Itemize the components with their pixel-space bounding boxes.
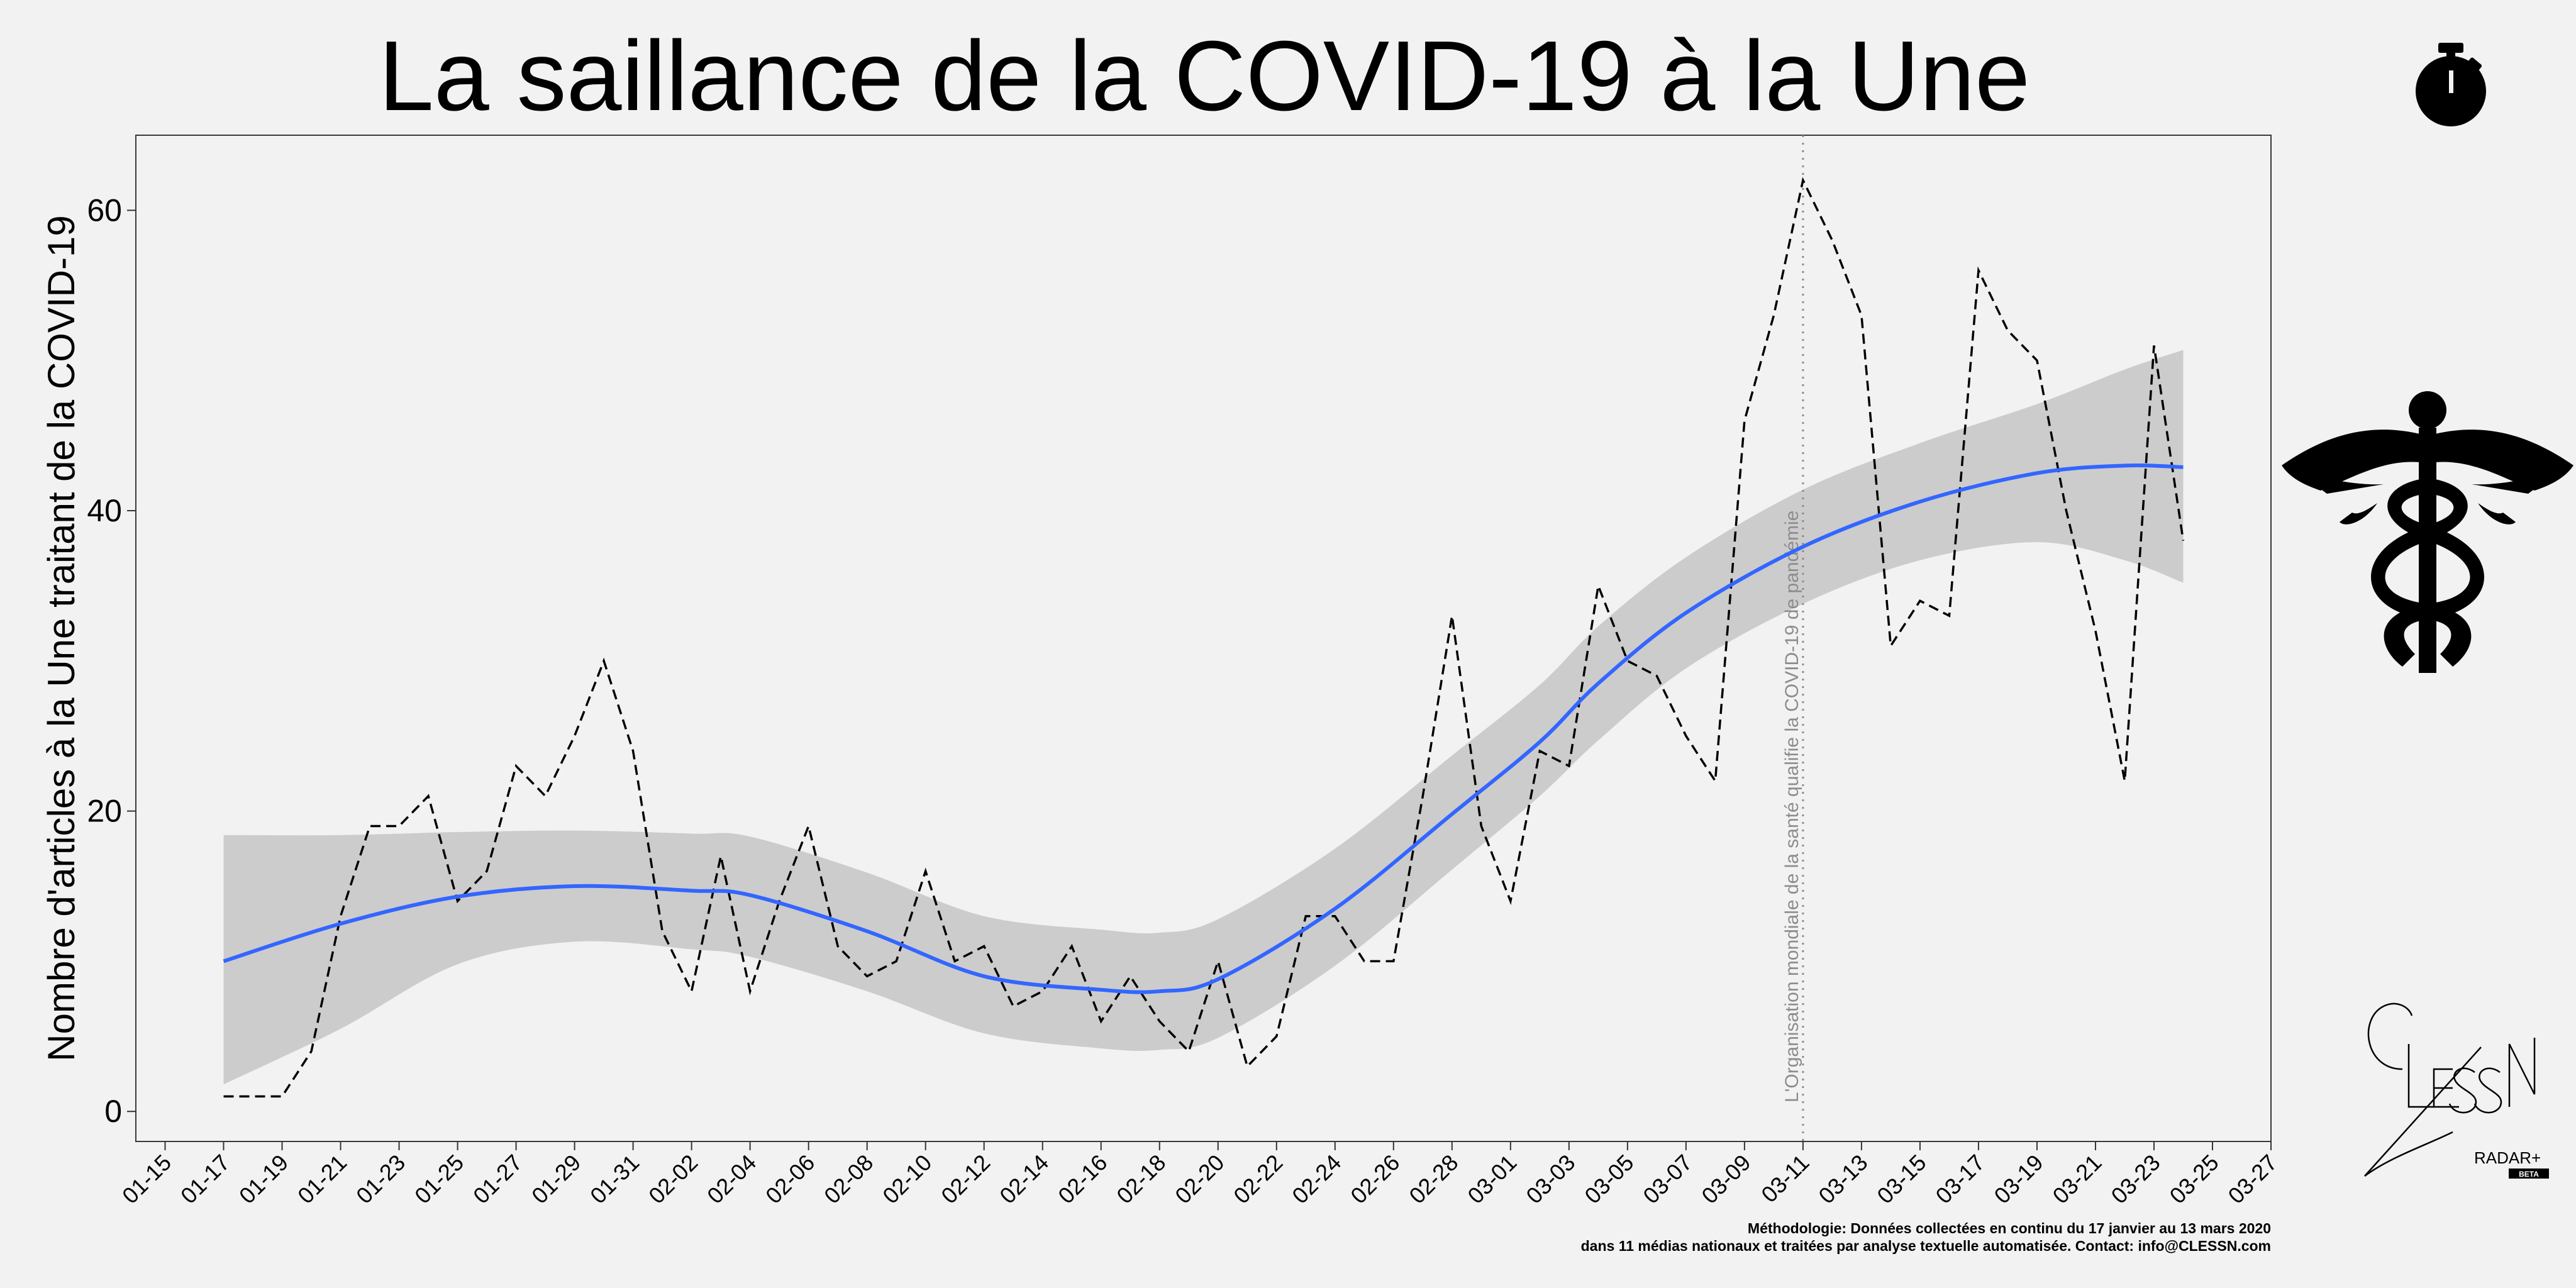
- trend-line: [223, 463, 2184, 994]
- x-tick-label: 03-11: [1756, 1150, 1814, 1208]
- caduceus-icon: [2282, 391, 2573, 673]
- x-tick-label: 01-15: [117, 1150, 176, 1209]
- y-tick-label: 0: [104, 1094, 122, 1129]
- x-tick-label: 03-09: [1696, 1150, 1755, 1209]
- chart-title: La saillance de la COVID-19 à la Une: [379, 21, 2030, 131]
- x-tick-label: 02-14: [994, 1150, 1053, 1209]
- stopwatch-icon: [2416, 43, 2486, 126]
- x-tick-label: 02-06: [760, 1150, 819, 1209]
- x-tick-label: 02-12: [936, 1150, 995, 1209]
- x-tick-label: 03-27: [2223, 1150, 2282, 1209]
- radar-brand-label: RADAR+: [2474, 1148, 2541, 1167]
- y-tick-label: 40: [87, 493, 122, 528]
- x-tick-label: 01-27: [468, 1150, 527, 1209]
- x-tick-label: 01-31: [585, 1150, 644, 1209]
- x-tick-label: 03-25: [2165, 1150, 2224, 1209]
- y-tick-label: 20: [87, 794, 122, 829]
- x-tick-label: 03-21: [2048, 1150, 2107, 1209]
- beta-badge: [2509, 1169, 2549, 1179]
- x-tick-label: 02-08: [819, 1150, 878, 1209]
- pandemic-reference-label: L'Organisation mondiale de la santé qual…: [1782, 511, 1802, 1102]
- x-tick-label: 02-18: [1111, 1150, 1170, 1209]
- x-tick-label: 01-19: [234, 1150, 293, 1209]
- x-tick-label: 03-01: [1462, 1150, 1521, 1209]
- x-tick-label: 01-17: [175, 1150, 235, 1209]
- x-tick-label: 03-19: [1989, 1150, 2048, 1209]
- x-tick-label: 02-24: [1287, 1150, 1346, 1209]
- x-tick-label: 03-03: [1521, 1150, 1580, 1209]
- x-tick-label: 01-29: [526, 1150, 586, 1209]
- x-tick-label: 03-13: [1813, 1150, 1872, 1209]
- x-tick-label: 02-28: [1404, 1150, 1463, 1209]
- x-tick-label: 03-15: [1872, 1150, 1931, 1209]
- x-tick-label: 03-17: [1930, 1150, 1989, 1209]
- methodology-line-2: dans 11 médias nationaux et traitées par…: [1581, 1238, 2271, 1254]
- clessn-logo: [2364, 1002, 2536, 1177]
- x-tick-label: 01-25: [409, 1150, 469, 1209]
- y-axis-label: Nombre d'articles à la Une traitant de l…: [40, 215, 82, 1061]
- beta-badge-label: BETA: [2519, 1170, 2539, 1179]
- x-tick-label: 01-21: [292, 1150, 352, 1209]
- x-tick-label: 03-23: [2106, 1150, 2165, 1209]
- x-tick-label: 03-05: [1579, 1150, 1638, 1209]
- confidence-band: [223, 350, 2184, 1085]
- methodology-line-1: Méthodologie: Données collectées en cont…: [1748, 1220, 2271, 1236]
- x-tick-label: 03-07: [1638, 1150, 1697, 1209]
- x-tick-label: 02-20: [1170, 1150, 1229, 1209]
- x-tick-label: 02-10: [877, 1150, 936, 1209]
- x-tick-label: 02-04: [702, 1150, 761, 1209]
- y-tick-label: 60: [87, 192, 122, 228]
- daily-articles-line: [223, 177, 2185, 1098]
- x-tick-label: 02-16: [1053, 1150, 1112, 1209]
- x-tick-label: 01-23: [351, 1150, 410, 1209]
- x-tick-label: 02-02: [643, 1150, 702, 1209]
- x-tick-label: 02-22: [1228, 1150, 1287, 1209]
- x-tick-label: 02-26: [1345, 1150, 1404, 1209]
